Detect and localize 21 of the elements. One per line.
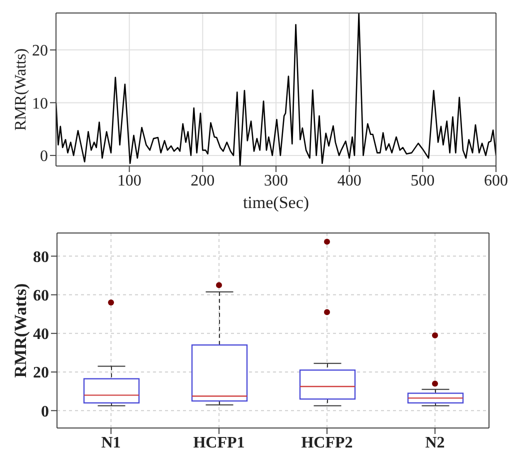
y-tick-label: 0 xyxy=(41,403,49,420)
x-tick-label: 600 xyxy=(484,172,508,190)
x-tick-label: 400 xyxy=(337,172,362,190)
x-tick-label: HCFP1 xyxy=(193,434,245,450)
y-axis-title: RMR(Watts) xyxy=(12,48,30,131)
y-tick-label: 10 xyxy=(32,95,48,112)
x-axis-title: time(Sec) xyxy=(242,193,310,212)
x-tick-label: N2 xyxy=(425,434,445,450)
y-tick-label: 0 xyxy=(40,148,48,166)
y-tick-label: 20 xyxy=(32,42,48,60)
y-tick-label: 80 xyxy=(33,248,49,266)
x-tick-label: 200 xyxy=(190,172,215,190)
y-tick-label: 20 xyxy=(33,364,49,382)
y-axis-title: RMR(Watts) xyxy=(11,283,30,378)
x-tick-label: HCFP2 xyxy=(301,434,353,450)
x-tick-label: 500 xyxy=(410,172,435,190)
y-tick-label: 40 xyxy=(33,326,49,344)
x-tick-label: N1 xyxy=(101,434,121,450)
x-tick-label: 100 xyxy=(117,172,142,190)
y-tick-label: 60 xyxy=(33,287,49,304)
x-tick-label: 300 xyxy=(264,172,288,190)
